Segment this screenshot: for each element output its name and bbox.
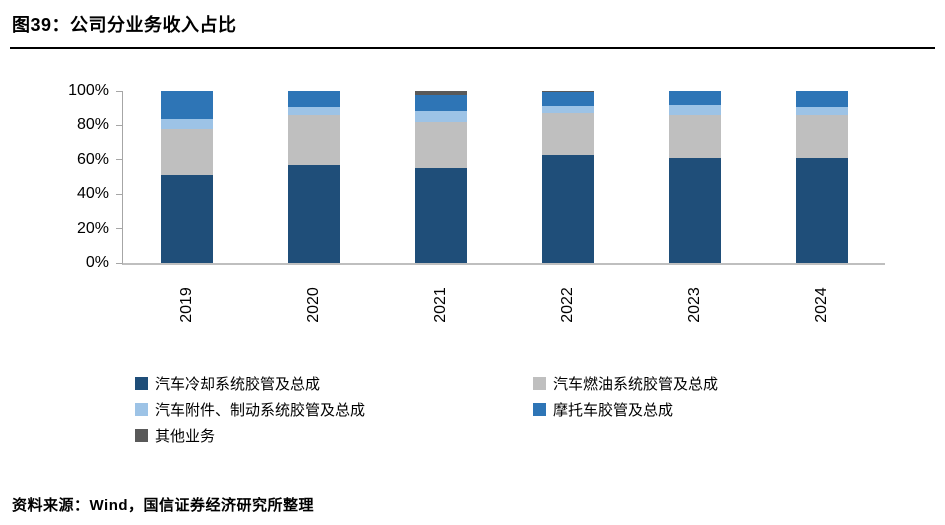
bar-segment-accessory [668, 104, 721, 116]
x-axis-label-slot: 2021 [415, 265, 467, 349]
y-axis-tick-mark [116, 228, 122, 230]
legend-swatch-moto [533, 403, 546, 416]
bar-segment-other [541, 91, 594, 92]
bar-segment-moto [287, 91, 340, 107]
x-axis-label: 2023 [685, 287, 703, 323]
title-divider [10, 47, 935, 49]
bar-segment-cooling [541, 154, 594, 263]
bar-segment-moto [541, 91, 594, 106]
bar-segment-accessory [287, 106, 340, 116]
x-axis-label-slot: 2019 [161, 265, 213, 349]
bar-segment-fuel [541, 113, 594, 155]
x-axis-label-slot: 2024 [796, 265, 848, 349]
legend-item-label: 汽车冷却系统胶管及总成 [155, 376, 321, 393]
bars-container [123, 91, 885, 263]
bar-2022 [541, 91, 594, 263]
figure-title: 图39：公司分业务收入占比 [12, 15, 237, 35]
legend-swatch-cooling [135, 377, 148, 390]
y-axis-tick-label: 80% [76, 116, 109, 134]
y-axis-tick-label: 0% [85, 254, 109, 271]
bar-segment-accessory [414, 110, 467, 122]
legend-swatch-other [135, 429, 148, 442]
x-axis-label: 2022 [558, 287, 576, 323]
bar-segment-fuel [795, 115, 848, 159]
y-axis-tick-mark [116, 90, 122, 92]
bar-segment-cooling [160, 175, 213, 263]
bar-segment-cooling [414, 168, 467, 263]
bar-segment-moto [668, 91, 721, 105]
bar-segment-fuel [287, 115, 340, 165]
x-axis-label: 2024 [812, 287, 830, 323]
y-axis-tick-mark [116, 124, 122, 126]
y-axis-tick-mark [116, 159, 122, 161]
x-axis-label-slot: 2022 [542, 265, 594, 349]
bar-2019 [160, 91, 213, 263]
bar-2024 [795, 91, 848, 263]
bar-2021 [414, 91, 467, 263]
x-axis-label: 2021 [431, 287, 449, 323]
legend-item: 汽车附件、制动系统胶管及总成 [135, 399, 533, 420]
legend: 汽车冷却系统胶管及总成 汽车燃油系统胶管及总成汽车附件、制动系统胶管及总成 摩托车胶… [135, 373, 718, 446]
y-axis-tick-mark [116, 193, 122, 195]
bar-segment-accessory [160, 118, 213, 129]
bar-segment-cooling [795, 158, 848, 263]
bar-2023 [668, 91, 721, 263]
x-axis-labels: 2019 2020 2021 2022 2023 2024 [123, 265, 885, 349]
legend-item-label: 汽车附件、制动系统胶管及总成 [155, 402, 366, 419]
legend-swatch-accessory [135, 403, 148, 416]
y-axis-tick-mark [116, 262, 122, 264]
legend-item: 摩托车胶管及总成 [533, 399, 718, 420]
bar-segment-fuel [668, 115, 721, 159]
bar-segment-moto [414, 95, 467, 111]
source-note: 资料来源：Wind，国信证券经济研究所整理 [12, 497, 315, 514]
bar-segment-fuel [160, 128, 213, 176]
y-axis-tick-label: 40% [76, 185, 109, 203]
legend-item: 汽车冷却系统胶管及总成 [135, 373, 533, 394]
legend-item: 汽车燃油系统胶管及总成 [533, 373, 718, 394]
y-axis-tick-label: 100% [68, 82, 109, 99]
bar-segment-moto [160, 91, 213, 119]
x-axis-label: 2020 [304, 287, 322, 323]
legend-item-label: 汽车燃油系统胶管及总成 [553, 376, 719, 393]
stacked-bar-chart: 0% 20% 40% 60% 80% 100% 2019 2020 2021 2022 2023 2… [68, 83, 885, 323]
bar-2020 [287, 91, 340, 263]
bar-segment-cooling [668, 158, 721, 263]
y-axis-tick-label: 20% [76, 219, 109, 237]
legend-item-label: 其他业务 [155, 428, 216, 445]
bar-segment-other [414, 91, 467, 96]
bar-segment-fuel [414, 121, 467, 169]
bar-segment-accessory [795, 106, 848, 116]
bar-segment-cooling [287, 164, 340, 263]
y-axis-tick-label: 60% [76, 150, 109, 168]
x-axis-label-slot: 2020 [288, 265, 340, 349]
x-axis-label: 2019 [177, 287, 195, 323]
x-axis-label-slot: 2023 [669, 265, 721, 349]
legend-swatch-fuel [533, 377, 546, 390]
legend-item-label: 摩托车胶管及总成 [553, 402, 674, 419]
bar-segment-moto [795, 91, 848, 107]
legend-item: 其他业务 [135, 425, 533, 446]
bar-segment-accessory [541, 105, 594, 114]
